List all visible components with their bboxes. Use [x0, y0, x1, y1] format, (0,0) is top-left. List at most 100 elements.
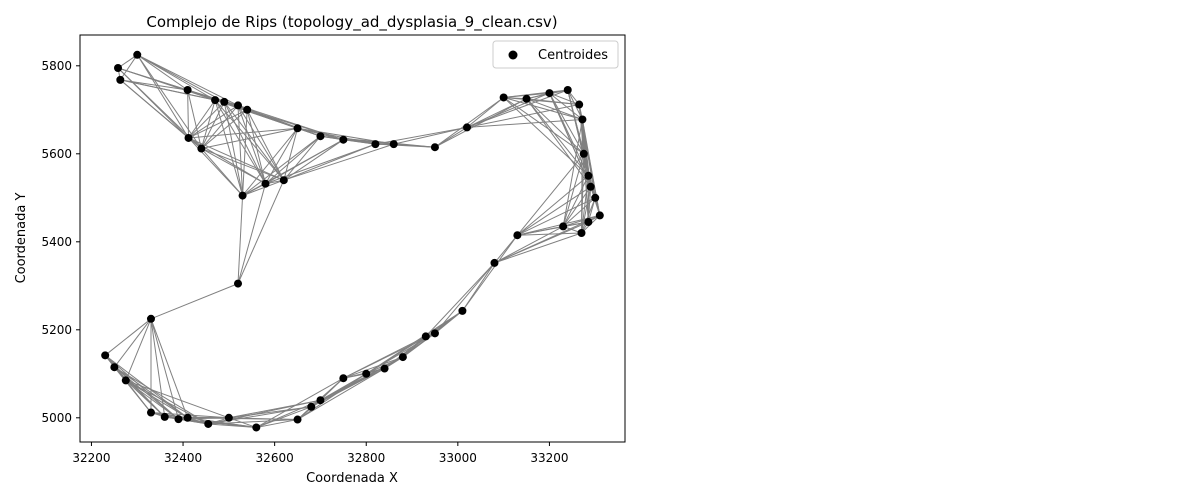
centroid-point	[146, 314, 155, 323]
rips-edge	[214, 99, 244, 196]
rips-edge	[503, 97, 585, 155]
centroid-point	[545, 89, 554, 98]
centroid-point	[595, 211, 604, 220]
rips-edge	[466, 98, 527, 128]
rips-edge	[562, 175, 589, 227]
y-tick-label: 5800	[41, 59, 72, 73]
rips-edge	[256, 406, 312, 428]
rips-edge	[188, 127, 298, 139]
rips-edge	[242, 109, 248, 196]
centroid-point	[243, 105, 252, 114]
centroid-point	[211, 96, 220, 105]
rips-edge	[187, 89, 202, 149]
rips-edge	[466, 97, 504, 128]
rips-edge	[200, 99, 216, 149]
centroid-point	[183, 413, 192, 422]
rips-edge	[200, 101, 225, 149]
rips-edge	[188, 104, 239, 139]
centroid-point	[584, 218, 593, 226]
rips-edge	[200, 105, 239, 149]
rips-edge	[581, 197, 596, 234]
rips-edge	[201, 127, 298, 150]
centroid-point	[197, 144, 206, 153]
centroid-point	[114, 64, 123, 72]
rips-edge	[343, 335, 427, 379]
x-tick-label: 32600	[256, 451, 294, 465]
rips-edge	[393, 126, 468, 145]
centroid-point	[133, 50, 142, 59]
centroid-point	[234, 279, 243, 288]
centroid-point	[252, 423, 261, 432]
rips-edge	[237, 105, 244, 196]
legend: Centroides	[492, 40, 619, 69]
centroid-point	[116, 75, 125, 84]
rips-edge	[466, 92, 550, 128]
rips-edge	[375, 126, 468, 145]
rips-edge	[228, 417, 257, 428]
centroid-point	[577, 229, 586, 237]
rips-edge	[113, 318, 152, 368]
centroid-point	[279, 176, 288, 185]
centroid-point	[261, 179, 270, 188]
rips-edge	[462, 262, 495, 312]
centroid-point	[238, 191, 247, 200]
y-tick-label: 5000	[41, 411, 72, 425]
rips-edge	[136, 54, 188, 91]
rips-edge	[150, 283, 239, 320]
centroid-point	[316, 132, 325, 141]
rips-edge	[104, 318, 152, 356]
centroid-point	[316, 396, 325, 405]
centroid-point	[584, 171, 593, 180]
x-axis-ticks: 32200 32400 32600 32800 33000 33200	[72, 442, 569, 465]
rips-edge	[150, 318, 179, 420]
legend-label: Centroides	[538, 48, 608, 63]
rips-edge	[425, 262, 495, 337]
centroid-points	[101, 50, 604, 432]
rips-edge	[237, 179, 285, 284]
rips-edge	[120, 79, 225, 103]
rips-edge	[237, 105, 266, 184]
rips-edge	[242, 179, 284, 197]
rips-edge	[494, 225, 564, 264]
rips-edge	[283, 135, 321, 181]
rips-edge	[562, 153, 585, 227]
centroid-point	[579, 149, 588, 158]
legend-marker	[508, 50, 518, 60]
y-tick-label: 5400	[41, 235, 72, 249]
rips-edge	[265, 135, 321, 185]
legend-box	[492, 40, 619, 69]
rips-edge	[137, 54, 239, 106]
rips-edge	[343, 356, 404, 379]
rips-edge	[223, 101, 285, 181]
centroid-point	[430, 329, 439, 338]
rips-edge	[242, 183, 266, 197]
rips-edge	[200, 148, 243, 196]
rips-edge	[517, 175, 589, 236]
x-tick-label: 33000	[439, 451, 477, 465]
rips-edge	[188, 99, 216, 139]
rips-edge	[256, 419, 298, 428]
centroid-point	[160, 412, 169, 421]
rips-edge	[297, 373, 367, 420]
rips-edge	[150, 318, 166, 417]
centroid-point	[380, 364, 389, 373]
rips-edge	[125, 318, 152, 381]
centroid-point	[421, 332, 430, 341]
chart-title: Complejo de Rips (topology_ad_dysplasia_…	[146, 13, 557, 32]
rips-edge	[581, 186, 592, 234]
centroid-point	[146, 408, 155, 417]
centroid-point	[362, 369, 371, 378]
centroid-point	[307, 402, 316, 411]
rips-edge	[208, 406, 312, 425]
rips-edge	[562, 119, 583, 227]
centroid-point	[430, 143, 439, 152]
centroid-point	[101, 351, 110, 360]
rips-edge	[188, 101, 225, 139]
rips-edge	[526, 98, 583, 120]
rips-edge	[434, 98, 527, 148]
rips-edge	[466, 118, 583, 128]
x-axis-label: Coordenada X	[306, 471, 398, 486]
rips-edge	[201, 148, 266, 185]
rips-edge	[365, 335, 427, 375]
